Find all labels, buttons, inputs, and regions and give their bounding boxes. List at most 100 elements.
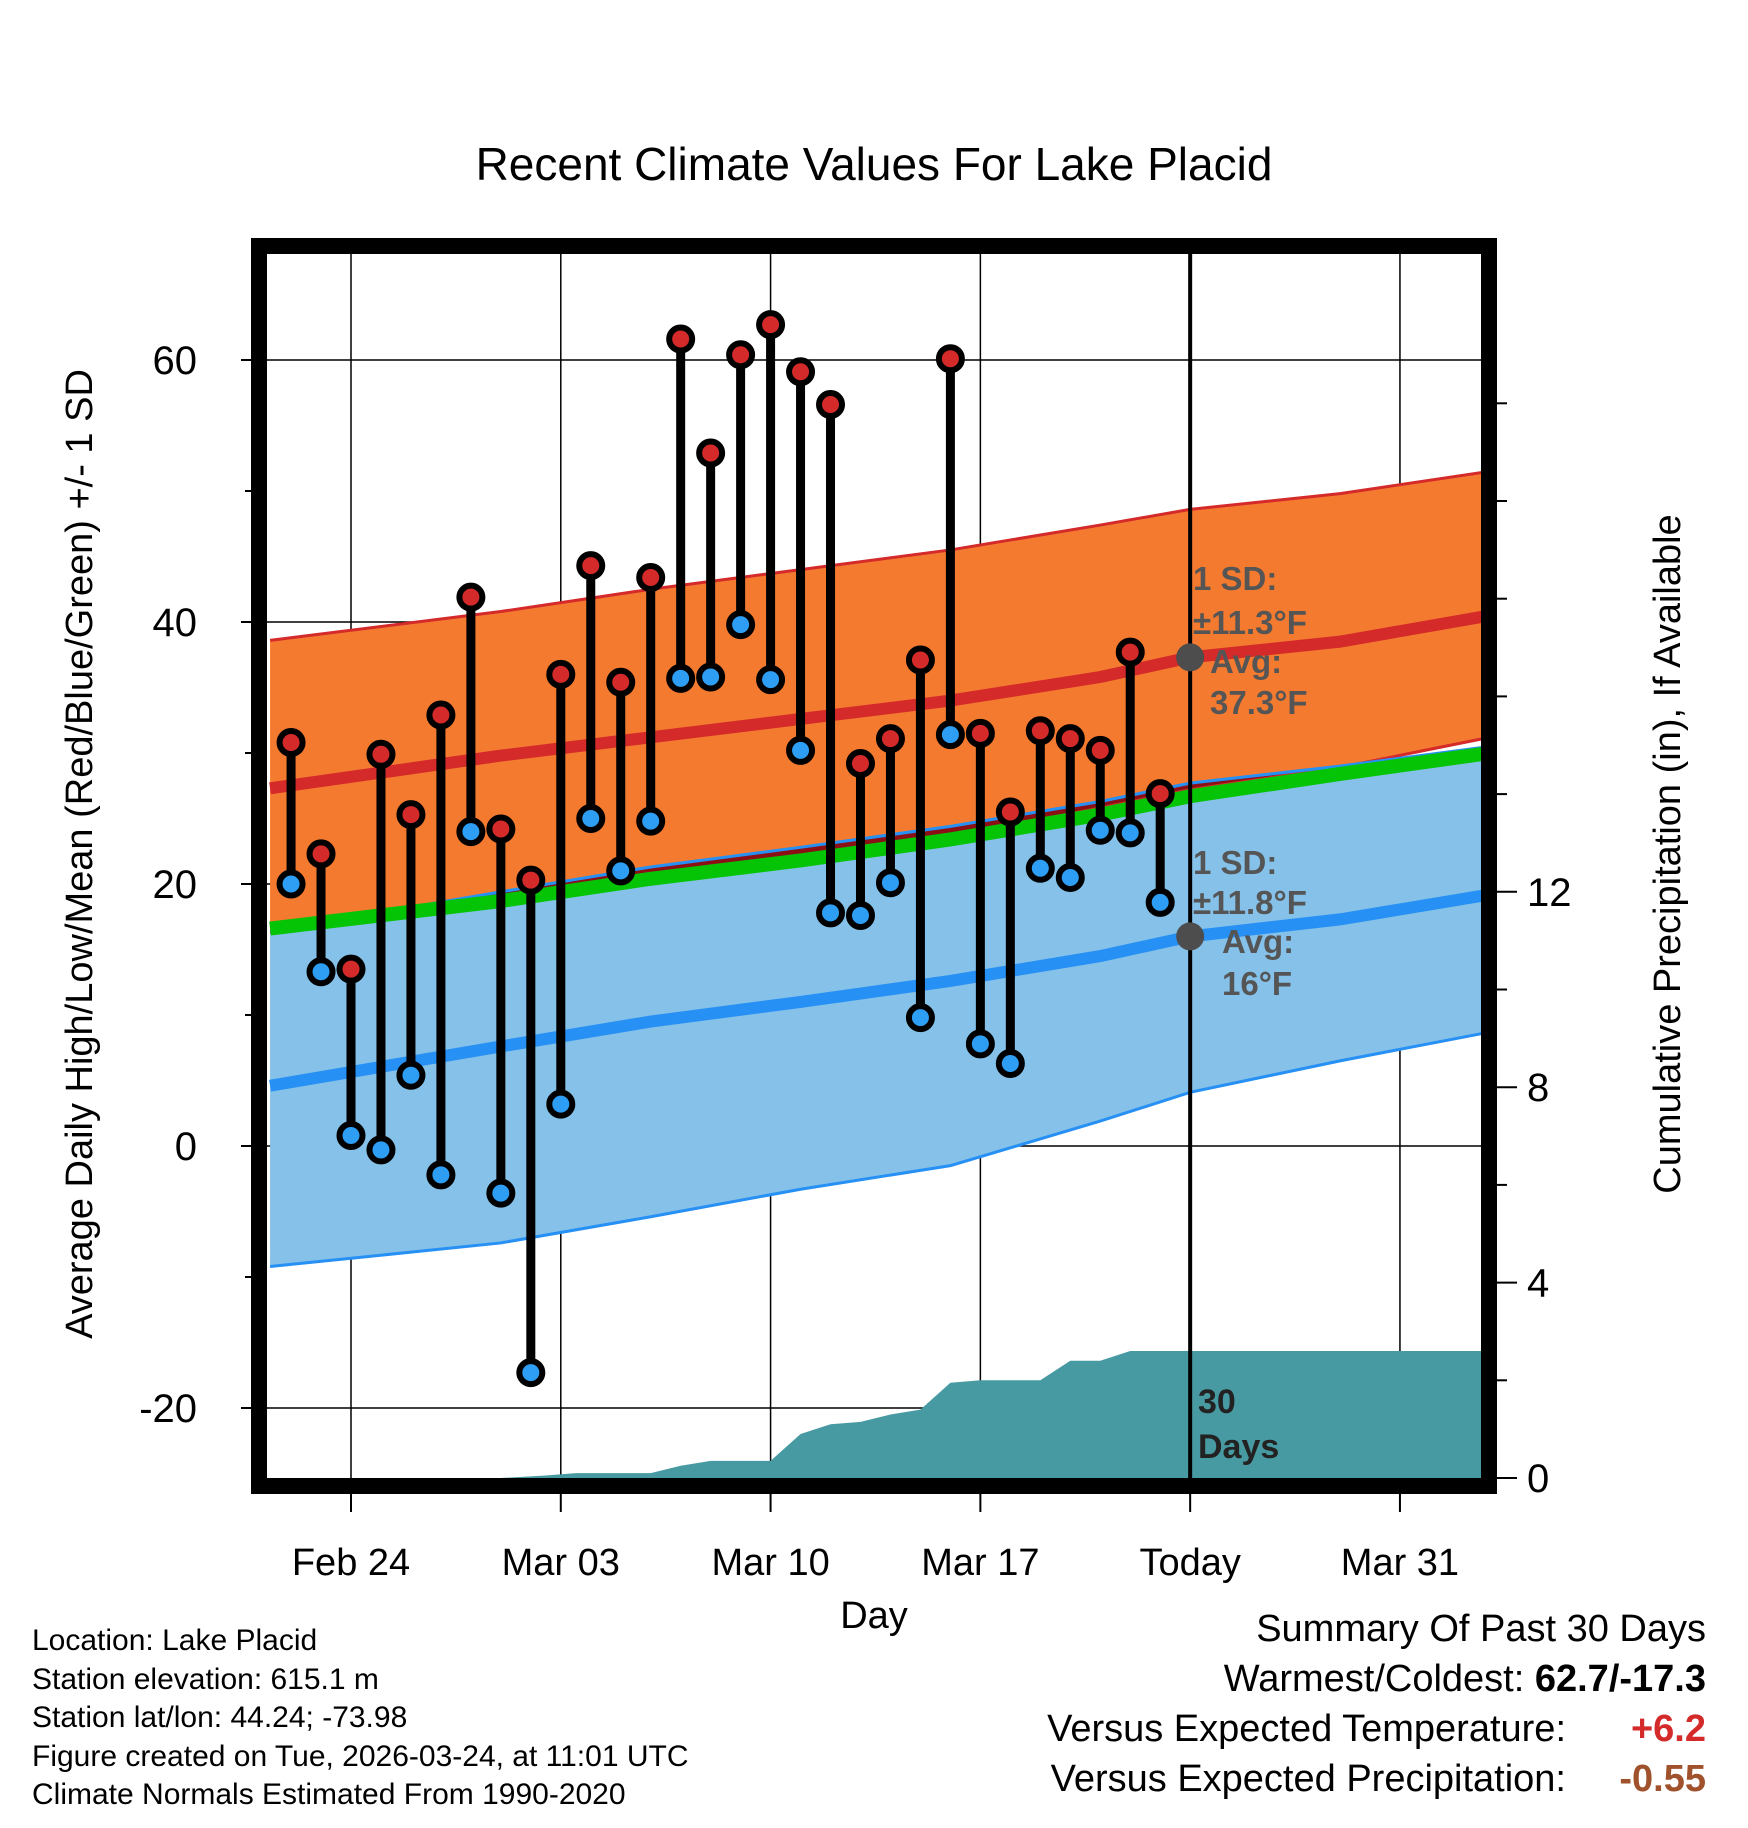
y-axis-ticks: -20 0 20 40 60	[139, 339, 251, 1431]
today-label-line1: 30	[1198, 1383, 1236, 1421]
daily-observations	[276, 310, 1175, 1388]
obs-low-point	[1115, 818, 1145, 848]
obs-high-point	[426, 700, 456, 730]
obs-low-point	[726, 610, 756, 640]
x-tick-label: Mar 31	[1341, 1542, 1459, 1584]
obs-high-point	[1055, 724, 1085, 754]
obs-low-point	[1055, 862, 1085, 892]
daily-obs	[935, 344, 965, 750]
obs-low-point	[1025, 853, 1055, 883]
y2-axis-ticks: 0 4 8 12	[1497, 402, 1572, 1501]
y-axis-label: Average Daily High/Low/Mean (Red/Blue/Gr…	[59, 369, 101, 1339]
high-sd-label: 1 SD:	[1193, 560, 1277, 597]
normal-high-line	[269, 610, 1481, 795]
normal-bands	[270, 472, 1481, 1267]
elevation-text: Station elevation: 615.1 m	[32, 1662, 379, 1696]
daily-obs	[606, 667, 636, 886]
obs-high-point	[546, 659, 576, 689]
normal-mean-line	[269, 747, 1481, 936]
daily-obs	[696, 438, 726, 692]
daily-obs	[546, 659, 576, 1119]
obs-low-point	[875, 868, 905, 898]
obs-low-point	[366, 1135, 396, 1165]
y-tick-label: 40	[153, 601, 198, 645]
x-tick-label: Today	[1139, 1542, 1240, 1584]
precip-row: Versus Expected Precipitation: -0.55	[1047, 1754, 1706, 1804]
daily-obs	[1055, 724, 1085, 892]
temp-label: Versus Expected Temperature:	[1047, 1708, 1566, 1750]
obs-high-point	[1025, 716, 1055, 746]
low-sd-label: 1 SD:	[1193, 844, 1277, 881]
obs-low-point	[396, 1060, 426, 1090]
location-text: Location: Lake Placid	[32, 1624, 318, 1657]
x-tick-label: Mar 17	[921, 1542, 1039, 1584]
temp-value: +6.2	[1630, 1708, 1706, 1750]
obs-high-point	[636, 562, 666, 592]
obs-low-point	[666, 663, 696, 693]
y-tick-label: -20	[139, 1387, 197, 1431]
low-upper-line	[269, 746, 1481, 933]
obs-low-point	[336, 1121, 366, 1151]
daily-obs	[726, 340, 756, 640]
low-lower-line	[269, 1032, 1481, 1269]
obs-high-point	[786, 357, 816, 387]
obs-low-point	[905, 1003, 935, 1033]
obs-high-point	[306, 839, 336, 869]
daily-obs	[1025, 716, 1055, 883]
daily-obs	[905, 645, 935, 1033]
obs-low-point	[1085, 815, 1115, 845]
y-tick-label: 20	[153, 863, 198, 907]
daily-obs	[336, 954, 366, 1151]
high-upper-line	[269, 471, 1481, 642]
high-avg-value: 37.3°F	[1210, 684, 1308, 721]
obs-low-point	[306, 957, 336, 987]
daily-obs	[1115, 637, 1145, 848]
daily-obs	[995, 797, 1025, 1078]
obs-low-point	[576, 804, 606, 833]
warm-cold-label: Warmest/Coldest:	[1223, 1658, 1535, 1700]
low-normal-point	[1176, 922, 1205, 951]
daily-obs	[456, 582, 486, 847]
daily-obs	[965, 718, 995, 1059]
obs-high-point	[456, 582, 486, 612]
obs-high-point	[935, 344, 965, 374]
daily-obs	[875, 724, 905, 898]
today-label: 30 Days	[1198, 1383, 1279, 1466]
obs-high-point	[816, 390, 846, 420]
obs-high-point	[1145, 779, 1175, 809]
daily-obs	[396, 800, 426, 1090]
obs-high-point	[696, 438, 726, 468]
x-tick-label: Mar 03	[502, 1542, 620, 1584]
daily-obs	[516, 865, 546, 1388]
obs-high-point	[905, 645, 935, 675]
low-sd-band	[270, 747, 1481, 1267]
daily-obs	[366, 739, 396, 1165]
precip-value: -0.55	[1619, 1758, 1706, 1800]
obs-high-point	[366, 739, 396, 769]
normal-lines	[269, 471, 1481, 1269]
obs-low-point	[516, 1358, 546, 1388]
obs-high-point	[516, 865, 546, 895]
obs-high-point	[396, 800, 426, 830]
daily-obs	[486, 814, 516, 1208]
obs-high-point	[965, 718, 995, 748]
y2-tick-label: 4	[1527, 1262, 1549, 1306]
high-sd-value: ±11.3°F	[1193, 604, 1307, 641]
obs-low-point	[965, 1029, 995, 1059]
obs-low-point	[456, 817, 486, 847]
daily-obs	[845, 748, 875, 930]
y-tick-label: 0	[175, 1125, 197, 1169]
obs-low-point	[756, 665, 786, 695]
low-avg-label: Avg:	[1222, 923, 1294, 960]
warm-cold-row: Warmest/Coldest: 62.7/-17.3	[1047, 1654, 1706, 1704]
obs-low-point	[276, 869, 306, 899]
x-tick-label: Feb 24	[292, 1542, 410, 1584]
daily-obs	[786, 357, 816, 765]
obs-high-point	[576, 551, 606, 581]
summary-title: Summary Of Past 30 Days	[1256, 1608, 1706, 1650]
y2-tick-label: 0	[1527, 1457, 1549, 1501]
warm-cold-value: 62.7/-17.3	[1534, 1658, 1706, 1700]
obs-low-point	[845, 900, 875, 930]
